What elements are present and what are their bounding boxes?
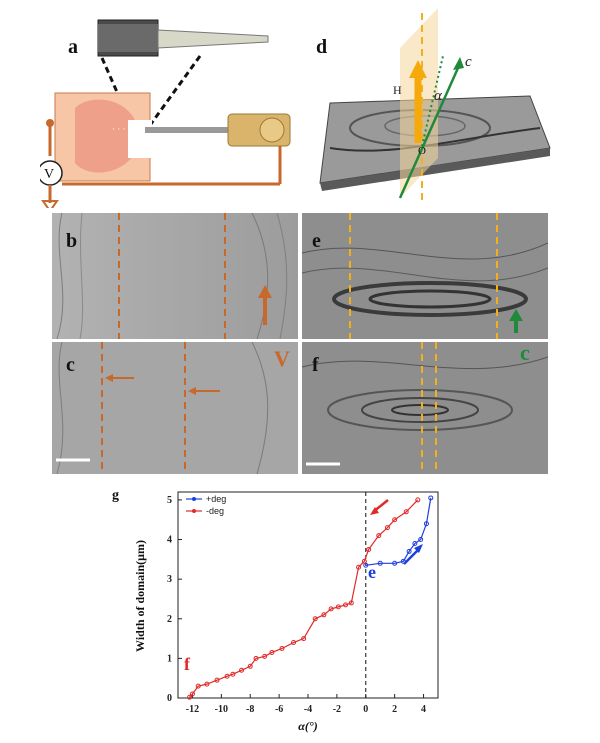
micrograph-f: [302, 342, 548, 474]
series-line-0: [365, 497, 432, 566]
y-tick-label: 4: [167, 535, 172, 546]
annotation-e: e: [368, 562, 376, 582]
data-point: [366, 546, 372, 552]
panel-label-e: e: [312, 230, 321, 252]
chart-svg: -12 -10 -8 -6 -4 -2 0 2 4 0 1 2 3 4 5 +deg -deg f e Wi…: [133, 491, 439, 733]
schematic-d: H α c O: [300, 8, 560, 208]
data-point: [376, 533, 382, 539]
y-tick-label: 3: [167, 574, 172, 585]
x-tick-label: 4: [421, 704, 426, 715]
data-point: [423, 521, 429, 527]
y-tick-label: 5: [167, 495, 172, 506]
data-point: [247, 663, 253, 669]
data-point: [189, 691, 195, 697]
y-axis-label: Width of domain(μm): [133, 540, 147, 652]
data-point: [348, 600, 354, 606]
data-point: [377, 560, 383, 566]
legend-marker-minus-deg: [192, 509, 196, 513]
data-point: [230, 671, 236, 677]
x-tick-label: 2: [392, 704, 397, 715]
data-point: [253, 655, 259, 661]
data-point: [335, 604, 341, 610]
y-tick-label: 0: [167, 693, 172, 704]
panel-label-a: a: [68, 36, 78, 58]
data-point: [262, 653, 268, 659]
data-point: [406, 548, 412, 554]
data-point: [301, 636, 307, 642]
schematic-a: · · · V: [40, 8, 310, 208]
x-tick-label: -2: [333, 704, 341, 715]
data-point: [403, 509, 409, 515]
data-point: [343, 602, 349, 608]
label-origin: O: [418, 145, 426, 157]
data-point: [328, 606, 334, 612]
micrograph-b: [52, 213, 298, 339]
data-point: [214, 677, 220, 683]
data-point: [356, 564, 362, 570]
data-point: [187, 694, 193, 700]
legend-label-plus-deg: +deg: [206, 494, 226, 504]
panel-label-c: c: [66, 354, 75, 376]
label-h: H: [393, 83, 402, 97]
data-point: [312, 616, 318, 622]
x-tick-label: -10: [215, 704, 228, 715]
data-point: [269, 649, 275, 655]
chart-legend: +deg -deg: [186, 494, 226, 516]
arrow-label-v: V: [274, 346, 290, 371]
micrograph-c: [52, 342, 298, 474]
annotation-f: f: [184, 654, 191, 674]
legend-marker-plus-deg: [192, 497, 196, 501]
data-point: [415, 497, 421, 503]
chart-g: -12 -10 -8 -6 -4 -2 0 2 4 0 1 2 3 4 5 +deg -deg f e Wi…: [120, 486, 450, 738]
arrow-label-c: c: [520, 340, 530, 365]
y-tick-label: 2: [167, 614, 172, 625]
plot-frame: [177, 491, 439, 699]
x-tick-label: -8: [246, 704, 254, 715]
data-point: [392, 560, 398, 566]
x-tick-label: 0: [363, 704, 368, 715]
y-tick-label: 1: [167, 653, 172, 664]
data-point: [204, 681, 210, 687]
panel-label-f: f: [312, 354, 319, 376]
x-axis-label: α(°): [298, 719, 317, 733]
label-c-axis: c: [465, 54, 472, 70]
data-point: [428, 495, 434, 501]
x-tick-label: -6: [275, 704, 283, 715]
voltmeter-symbol: V: [44, 167, 54, 182]
legend-label-minus-deg: -deg: [206, 506, 224, 516]
data-point: [279, 645, 285, 651]
panel-label-d: d: [316, 36, 328, 58]
data-point: [239, 667, 245, 673]
label-alpha: α: [434, 88, 443, 104]
panel-label-b: b: [66, 230, 78, 252]
data-point: [224, 673, 230, 679]
micrograph-e: [302, 213, 548, 339]
data-point: [412, 541, 418, 546]
data-point: [418, 537, 424, 543]
data-point: [384, 525, 390, 531]
data-point: [195, 683, 201, 689]
x-tick-label: -4: [304, 704, 312, 715]
data-point: [321, 612, 327, 618]
panel-label-g: g: [112, 488, 119, 503]
x-tick-label: -12: [186, 704, 199, 715]
data-point: [392, 517, 398, 523]
series-line-1: [189, 499, 419, 698]
data-point: [361, 558, 367, 564]
svg-text:· · ·: · · ·: [112, 124, 126, 134]
trend-arrows: [370, 499, 423, 565]
data-point: [291, 640, 297, 646]
